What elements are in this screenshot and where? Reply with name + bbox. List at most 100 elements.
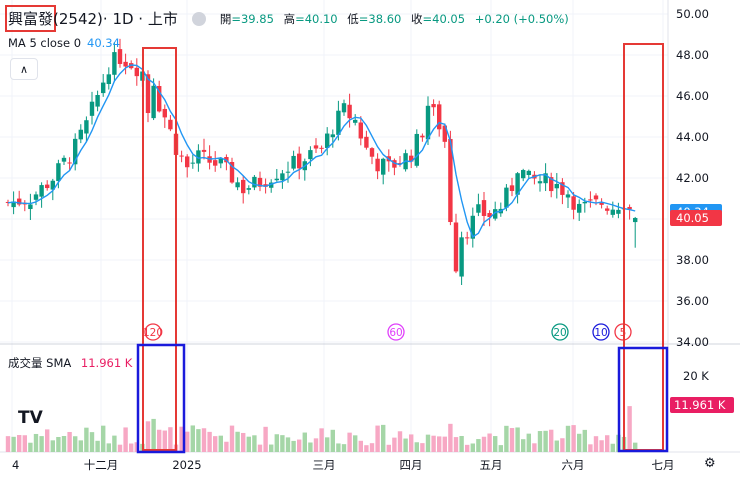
candle-body xyxy=(157,86,162,112)
volume-bar xyxy=(459,435,464,452)
candle-body xyxy=(269,182,274,188)
candle-body xyxy=(151,85,156,119)
volume-bar xyxy=(442,436,447,452)
event-marker xyxy=(144,323,162,341)
volume-bar xyxy=(263,426,268,452)
candle-body xyxy=(106,74,111,85)
candle-body xyxy=(325,133,330,148)
candle-body xyxy=(89,101,95,116)
candle-body xyxy=(465,237,470,239)
volume-bar xyxy=(392,437,397,452)
candle-body xyxy=(196,150,201,164)
volume-bar xyxy=(509,428,515,452)
time-tick-label: 四月 xyxy=(400,458,423,472)
candle-body xyxy=(392,160,397,168)
volume-bar xyxy=(297,439,302,452)
candle-body xyxy=(123,61,128,67)
volume-bar xyxy=(157,429,162,452)
ohlc-high-value: =40.10 xyxy=(295,11,338,26)
event-marker-label: 20 xyxy=(553,327,566,339)
candle-body xyxy=(616,209,621,214)
volume-bar xyxy=(403,438,408,452)
candle-body xyxy=(313,145,319,149)
candle-body xyxy=(73,138,78,165)
volume-bar xyxy=(50,440,55,452)
ohlc-values: 開=39.85 高=40.10 低=38.60 收=40.05 +0.20 (+… xyxy=(220,11,575,27)
volume-bar xyxy=(532,443,537,452)
candle-body xyxy=(599,202,604,205)
volume-bar xyxy=(67,431,72,452)
volume-bar xyxy=(28,442,33,452)
volume-bar xyxy=(190,425,195,452)
candle-body xyxy=(633,217,638,223)
volume-bar xyxy=(453,437,459,452)
volume-bar xyxy=(145,421,151,452)
candle-body xyxy=(459,237,464,277)
volume-bar xyxy=(336,443,341,452)
volume-bar xyxy=(358,440,363,452)
volume-bar xyxy=(308,442,313,452)
price-tick-label: 44.00 xyxy=(676,130,709,144)
candle-body xyxy=(61,157,67,162)
highlight-blue-box xyxy=(617,346,669,453)
volume-bar xyxy=(179,426,184,452)
volume-bar xyxy=(123,427,128,452)
volume-bar xyxy=(33,433,39,452)
volume-bar xyxy=(185,431,190,452)
symbol-code: (2542) xyxy=(53,9,103,28)
volume-bar xyxy=(252,435,257,452)
volume-tick-label: 20 K xyxy=(683,369,709,383)
volume-bar xyxy=(565,425,571,452)
tradingview-logo-icon[interactable]: TV xyxy=(18,408,43,428)
volume-bar xyxy=(381,424,386,452)
candle-body xyxy=(45,184,50,189)
candle-body xyxy=(397,163,403,165)
symbol-name[interactable]: 興富發 xyxy=(4,5,57,32)
volume-badge-label: 11.961 K xyxy=(674,398,726,412)
price-tick-label: 36.00 xyxy=(676,294,709,308)
volume-bar xyxy=(431,435,436,452)
gear-icon[interactable]: ⚙ xyxy=(704,456,716,471)
legend-dot-icon[interactable] xyxy=(191,11,206,26)
candle-body xyxy=(487,212,492,218)
legend-ma[interactable]: MA 5 close 0 40.34 xyxy=(8,36,120,50)
candle-body xyxy=(560,182,565,195)
volume-bar xyxy=(45,429,50,452)
volume-bar xyxy=(56,436,61,452)
volume-bar xyxy=(420,443,425,452)
candle-body xyxy=(291,155,296,169)
collapse-legend-button[interactable]: ∧ xyxy=(10,58,38,80)
highlight-red-box xyxy=(623,43,664,451)
candle-body xyxy=(582,201,587,204)
volume-legend[interactable]: 成交量 SMA 11.961 K xyxy=(8,355,132,371)
volume-bar xyxy=(89,432,95,452)
volume-bar xyxy=(196,429,201,452)
volume-bar xyxy=(162,430,167,452)
time-tick-label: 六月 xyxy=(562,458,585,472)
volume-bar xyxy=(437,436,442,452)
symbol-meta: · 1D · 上市 xyxy=(102,10,178,28)
volume-bar xyxy=(560,438,565,452)
candle-body xyxy=(134,67,139,77)
candle-body xyxy=(504,187,509,208)
volume-bar xyxy=(627,406,632,452)
candle-body xyxy=(39,185,44,197)
candle-body xyxy=(185,156,190,168)
candle-body xyxy=(549,177,554,192)
volume-bar xyxy=(633,442,638,452)
ma-value: 40.34 xyxy=(87,36,120,50)
candle-body xyxy=(145,74,151,114)
volume-bar xyxy=(218,435,223,452)
ma-label: MA 5 close 0 xyxy=(8,36,82,50)
volume-bar xyxy=(73,436,78,452)
candle-body xyxy=(246,188,251,190)
price-tick-label: 34.00 xyxy=(676,335,709,349)
event-marker xyxy=(387,323,405,341)
volume-bar xyxy=(224,441,229,452)
candle-body xyxy=(369,148,375,157)
event-marker-label: 10 xyxy=(594,327,607,339)
candle-body xyxy=(162,108,167,118)
candle-body xyxy=(577,203,582,213)
